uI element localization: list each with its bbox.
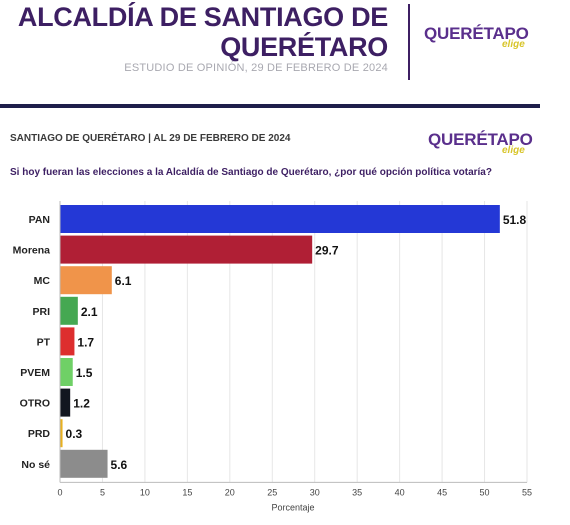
value-label: 1.5 <box>76 366 93 380</box>
category-label: OTRO <box>20 398 50 410</box>
page-subtitle: ESTUDIO DE OPINIÓN, 29 DE FEBRERO DE 202… <box>124 62 388 74</box>
x-tick-label: 25 <box>267 487 277 497</box>
value-label: 29.7 <box>315 244 339 258</box>
x-tick-label: 10 <box>140 487 150 497</box>
bar <box>60 327 75 356</box>
header-divider <box>408 4 410 80</box>
category-label: PT <box>37 336 51 348</box>
bar-chart: PAN 51.8 Morena 29.7 MC 6.1 PRI 2.1 PT 1.7 PVEM 1.5… <box>13 201 532 512</box>
x-tick-label: 20 <box>225 487 235 497</box>
chart-heading: SANTIAGO DE QUERÉTARO | AL 29 DE FEBRERO… <box>10 133 291 144</box>
bar <box>60 419 63 448</box>
value-label: 1.7 <box>77 335 94 349</box>
category-label: PVEM <box>20 367 50 379</box>
x-tick-label: 15 <box>182 487 192 497</box>
x-tick-label: 30 <box>310 487 320 497</box>
x-tick-label: 0 <box>57 487 62 497</box>
bar <box>60 449 108 478</box>
header-logo: QUERÉTAPO elige <box>424 24 529 50</box>
category-label: MC <box>34 275 51 287</box>
chart-question: Si hoy fueran las elecciones a la Alcald… <box>10 167 492 178</box>
value-label: 2.1 <box>81 305 98 319</box>
category-label: No sé <box>21 459 50 471</box>
category-label: PRI <box>32 306 50 318</box>
header-logo-subtext: elige <box>502 39 525 50</box>
chart-logo-text: QUERÉTAPO <box>428 130 533 149</box>
header-logo-text: QUERÉTAPO <box>424 24 529 43</box>
bar <box>60 266 112 295</box>
bar <box>60 296 78 325</box>
value-label: 0.3 <box>66 427 83 441</box>
value-label: 5.6 <box>111 458 128 472</box>
chart-logo-subtext: elige <box>502 145 525 156</box>
bar <box>60 388 71 417</box>
page-title-line2: QUERÉTARO <box>220 32 388 62</box>
x-tick-label: 35 <box>352 487 362 497</box>
x-tick-label: 50 <box>480 487 490 497</box>
chart-logo: QUERÉTAPO elige <box>428 130 533 156</box>
bar <box>60 235 313 264</box>
section-divider <box>0 104 540 108</box>
category-label: Morena <box>13 245 51 257</box>
x-axis-label: Porcentaje <box>271 502 314 512</box>
bar <box>60 358 73 386</box>
x-tick-label: 45 <box>437 487 447 497</box>
category-label: PRD <box>28 428 51 440</box>
x-tick-label: 55 <box>522 487 532 497</box>
page-title-line1: ALCALDÍA DE SANTIAGO DE <box>17 2 388 32</box>
value-label: 1.2 <box>73 397 90 411</box>
x-tick-label: 5 <box>100 487 105 497</box>
value-label: 6.1 <box>115 274 132 288</box>
category-label: PAN <box>29 214 50 226</box>
x-tick-label: 40 <box>395 487 405 497</box>
value-label: 51.8 <box>503 213 527 227</box>
bar <box>60 205 500 233</box>
